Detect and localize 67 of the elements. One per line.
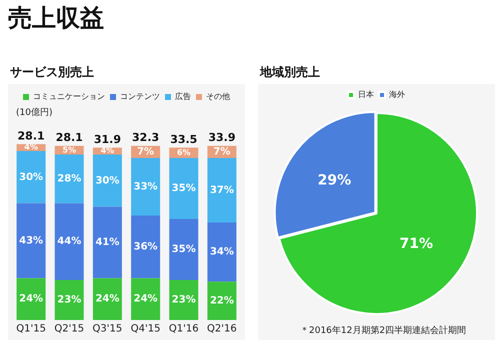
legend-label: 日本 xyxy=(358,90,374,100)
data-label: 5% xyxy=(62,145,76,154)
data-label: 28% xyxy=(57,174,82,185)
data-label: 24% xyxy=(134,294,158,305)
annotation: 32.3 xyxy=(132,131,160,144)
data-label: 4% xyxy=(100,146,114,156)
x-tick-label: Q4'15 xyxy=(130,324,160,335)
chart-subtitle: サービス別売上 xyxy=(10,64,94,81)
text: ＊2016年12月期第2四半期連結会計期間 xyxy=(300,324,466,337)
x-tick-label: Q2'16 xyxy=(207,324,237,335)
data-label: 41% xyxy=(95,237,120,248)
bar xyxy=(169,280,198,320)
data-label: 36% xyxy=(134,241,158,252)
annotation: 28.1 xyxy=(18,129,45,142)
bar xyxy=(54,280,84,320)
data-label: 22% xyxy=(210,295,234,306)
bar xyxy=(131,216,160,278)
data-label: 33% xyxy=(134,181,158,192)
x-tick-label: Q2'15 xyxy=(54,324,84,335)
chart-title: 地域別売上 xyxy=(260,64,320,81)
chart-title: 売上収益 xyxy=(8,3,104,34)
annotation: 33.9 xyxy=(208,131,236,144)
data-label: 24% xyxy=(95,294,120,305)
data-label: 30% xyxy=(95,175,120,186)
bar xyxy=(169,218,198,280)
data-label: 7% xyxy=(213,146,230,158)
bar xyxy=(92,154,122,207)
data-label: 23% xyxy=(172,294,196,306)
annotation: 33.5 xyxy=(170,132,198,146)
data-label: 43% xyxy=(19,235,44,246)
x-tick-label: Q1'16 xyxy=(168,324,199,335)
bar xyxy=(131,158,160,216)
data-label: 4% xyxy=(24,142,38,152)
legend-label: 海外 xyxy=(389,90,405,100)
bar xyxy=(16,278,46,320)
data-label: 34% xyxy=(210,246,234,258)
bar xyxy=(131,278,160,320)
data-label: 6% xyxy=(176,148,191,157)
data-label: 29% xyxy=(318,172,352,189)
data-label: 35% xyxy=(172,244,196,256)
bar xyxy=(169,158,198,219)
y-axis-title: (10億円) xyxy=(16,106,52,119)
bar xyxy=(54,203,84,280)
bar xyxy=(16,203,46,278)
data-label: 30% xyxy=(19,172,44,183)
bar xyxy=(54,154,84,204)
data-label: 7% xyxy=(137,146,154,158)
data-label: 37% xyxy=(210,184,234,196)
bar xyxy=(207,158,236,222)
x-tick-label: Q1'15 xyxy=(16,324,46,335)
annotation: 28.1 xyxy=(56,131,83,144)
legend-label: その他 xyxy=(206,92,230,102)
data-label: 23% xyxy=(57,294,82,306)
data-label: 35% xyxy=(172,183,196,194)
bar xyxy=(207,282,236,320)
data-label: 24% xyxy=(19,294,44,305)
data-label: 44% xyxy=(57,236,82,248)
legend-label: コミュニケーション xyxy=(33,92,105,102)
data-label: 71% xyxy=(399,236,433,252)
bar xyxy=(92,278,122,320)
annotation: 31.9 xyxy=(94,132,121,146)
legend-label: コンテンツ xyxy=(120,92,160,102)
x-tick-label: Q3'15 xyxy=(92,324,122,335)
bar xyxy=(16,151,46,204)
bar xyxy=(92,206,122,278)
bar xyxy=(207,222,236,282)
legend-label: 広告 xyxy=(175,92,191,102)
